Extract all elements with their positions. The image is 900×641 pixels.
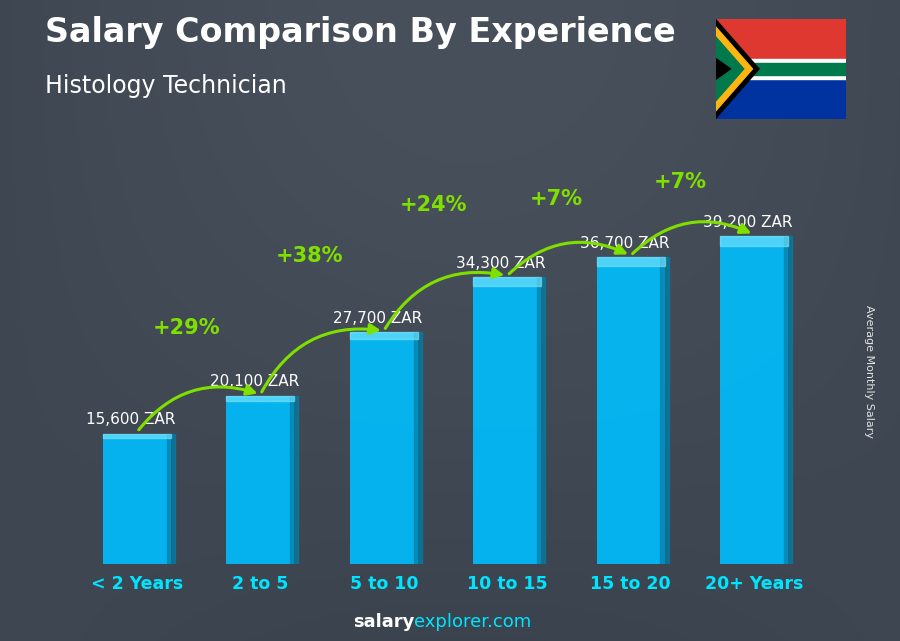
Text: +7%: +7% [530, 188, 583, 209]
Bar [104, 434, 171, 564]
Bar [227, 396, 294, 401]
Text: Salary Comparison By Experience: Salary Comparison By Experience [45, 16, 676, 49]
Text: +29%: +29% [153, 317, 220, 338]
Polygon shape [716, 27, 752, 111]
Bar [350, 333, 418, 564]
Bar [291, 396, 299, 564]
Bar [784, 237, 792, 564]
Bar [227, 396, 294, 564]
Text: 34,300 ZAR: 34,300 ZAR [456, 256, 545, 271]
Bar [473, 278, 541, 286]
Text: 20,100 ZAR: 20,100 ZAR [210, 374, 299, 389]
Text: explorer.com: explorer.com [414, 613, 531, 631]
Text: 27,700 ZAR: 27,700 ZAR [333, 311, 422, 326]
Bar [350, 333, 418, 340]
Text: +38%: +38% [276, 246, 344, 265]
Bar [661, 257, 669, 564]
Text: Histology Technician: Histology Technician [45, 74, 287, 97]
Bar [716, 63, 846, 75]
Text: +7%: +7% [653, 172, 706, 192]
Bar [716, 59, 846, 79]
Text: salary: salary [353, 613, 414, 631]
Bar [104, 434, 171, 438]
Bar [716, 19, 846, 69]
Bar [720, 237, 788, 246]
Text: 39,200 ZAR: 39,200 ZAR [703, 215, 793, 229]
Bar [473, 278, 541, 564]
Text: 36,700 ZAR: 36,700 ZAR [580, 235, 670, 251]
Text: 15,600 ZAR: 15,600 ZAR [86, 412, 176, 427]
Text: Average Monthly Salary: Average Monthly Salary [863, 305, 874, 438]
Bar [537, 278, 545, 564]
Bar [414, 333, 422, 564]
Bar [597, 257, 664, 564]
Bar [720, 237, 788, 564]
Polygon shape [716, 19, 759, 119]
Bar [716, 69, 846, 119]
Bar [166, 434, 175, 564]
Text: +24%: +24% [400, 195, 467, 215]
Bar [597, 257, 664, 267]
Polygon shape [716, 37, 743, 101]
